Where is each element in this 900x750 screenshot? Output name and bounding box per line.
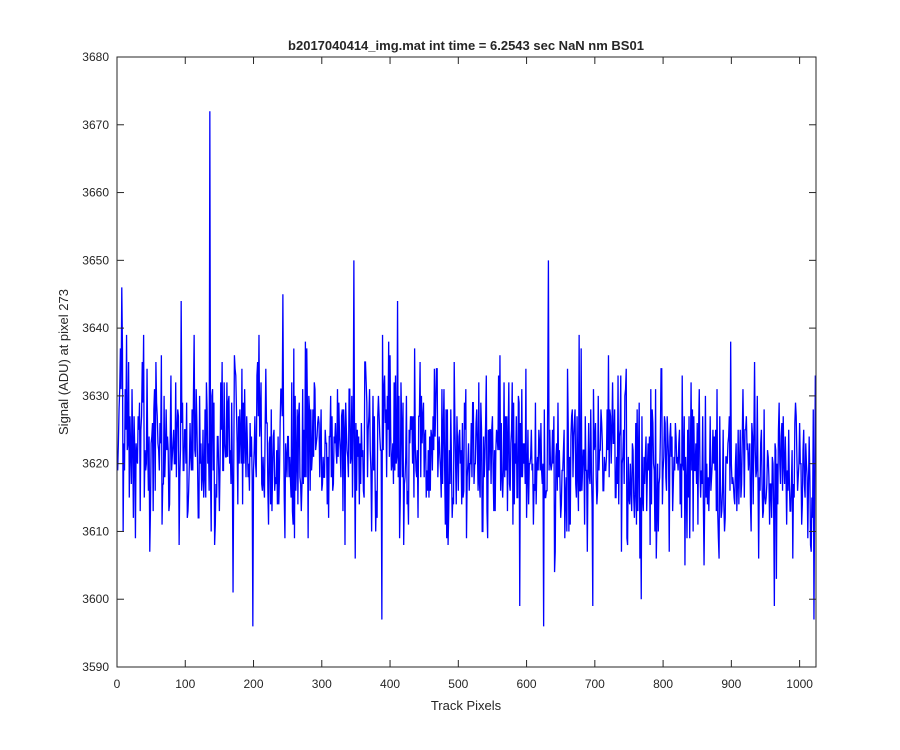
x-tick-label: 900 <box>721 677 741 691</box>
x-tick-label: 300 <box>312 677 332 691</box>
x-tick-label: 100 <box>175 677 195 691</box>
x-tick-label: 600 <box>517 677 537 691</box>
y-tick-label: 3630 <box>82 389 109 403</box>
y-tick-label: 3590 <box>82 660 109 674</box>
y-axis-ticks: 3590 3600 3610 3620 3630 3640 3650 3660 3670 3680 <box>82 50 816 674</box>
x-tick-label: 800 <box>653 677 673 691</box>
x-tick-label: 400 <box>380 677 400 691</box>
x-axis-label: Track Pixels <box>431 698 502 713</box>
y-tick-label: 3660 <box>82 186 109 200</box>
y-tick-label: 3620 <box>82 457 109 471</box>
y-tick-label: 3670 <box>82 118 109 132</box>
y-tick-label: 3650 <box>82 253 109 267</box>
y-axis-label: Signal (ADU) at pixel 273 <box>56 289 71 435</box>
x-tick-label: 700 <box>585 677 605 691</box>
y-tick-label: 3610 <box>82 524 109 538</box>
series-layer <box>117 111 816 627</box>
chart-title: b2017040414_img.mat int time = 6.2543 se… <box>288 38 644 53</box>
plot-area <box>116 56 817 668</box>
x-axis-ticks: 0 100 200 300 400 500 600 700 800 900 1000 <box>114 57 813 691</box>
y-tick-label: 3640 <box>82 321 109 335</box>
x-tick-label: 500 <box>448 677 468 691</box>
signal-series-line <box>117 111 816 627</box>
x-tick-label: 200 <box>244 677 264 691</box>
x-tick-label: 0 <box>114 677 121 691</box>
axes-box <box>116 56 817 668</box>
y-tick-label: 3600 <box>82 592 109 606</box>
y-tick-label: 3680 <box>82 50 109 64</box>
x-tick-label: 1000 <box>786 677 813 691</box>
